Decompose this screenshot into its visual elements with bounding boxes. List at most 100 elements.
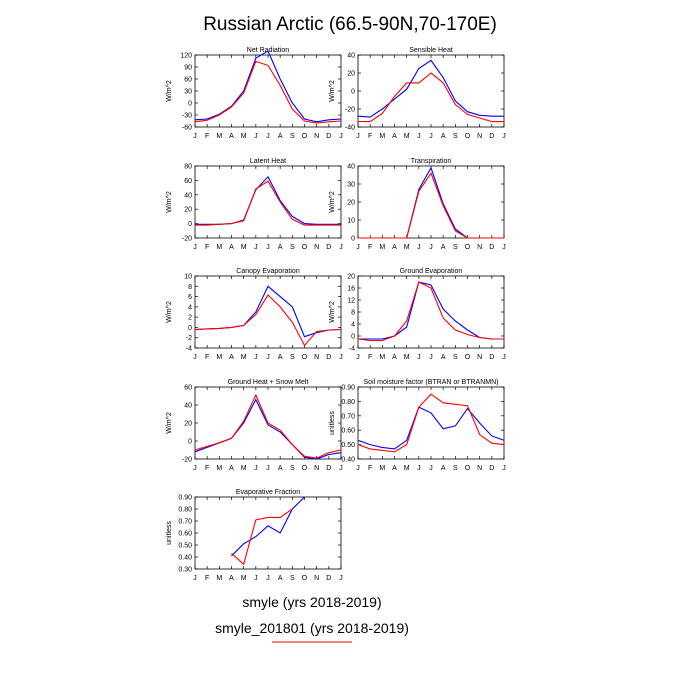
xtick-label: J	[356, 465, 360, 472]
ytick-label: 0.60	[178, 531, 192, 538]
panel-6-ylabel: W/m^2	[329, 301, 336, 323]
xtick-label: A	[441, 354, 446, 361]
xtick-label: A	[229, 354, 234, 361]
xtick-label: A	[392, 244, 397, 251]
panel-9-frame	[194, 496, 342, 570]
xtick-label: M	[404, 354, 410, 361]
xtick-label: J	[502, 133, 506, 140]
ytick-label: 0.90	[178, 495, 192, 502]
xtick-label: D	[489, 244, 494, 251]
panel-2-frame	[357, 54, 505, 128]
ytick-label: 30	[184, 89, 192, 96]
xtick-label: A	[392, 354, 397, 361]
xtick-label: J	[502, 354, 506, 361]
ytick-label: 0.70	[341, 413, 355, 420]
xtick-label: M	[241, 133, 247, 140]
ytick-label: 2	[188, 315, 192, 322]
xtick-label: J	[502, 244, 506, 251]
panel-7-series-2-line	[194, 393, 342, 459]
panel-6-series-1-line	[358, 281, 504, 340]
ytick-label: 20	[347, 274, 355, 281]
ytick-label: 4	[351, 322, 355, 329]
xtick-label: A	[229, 133, 234, 140]
xtick-label: S	[453, 354, 458, 361]
ytick-label: 20	[184, 421, 192, 428]
xtick-label: F	[368, 465, 372, 472]
ytick-label: -60	[182, 125, 192, 132]
panel-9: Evaporative Fraction 0.30 0.40 0.50 0.60 0.70…	[166, 489, 343, 582]
ytick-label: 30	[347, 182, 355, 189]
xtick-label: N	[477, 354, 482, 361]
xtick-label: M	[241, 465, 247, 472]
xtick-label: A	[278, 575, 283, 582]
ytick-label: 10	[347, 218, 355, 225]
xtick-label: M	[216, 133, 222, 140]
xtick-label: O	[465, 244, 471, 251]
xtick-label: J	[254, 354, 258, 361]
ytick-label: 0.70	[178, 519, 192, 526]
ytick-label: 0	[188, 439, 192, 446]
xtick-label: M	[216, 244, 222, 251]
xtick-label: J	[429, 244, 433, 251]
ytick-label: 6	[188, 294, 192, 301]
ytick-label: 0.80	[178, 507, 192, 514]
xtick-label: D	[489, 133, 494, 140]
panel-3-ylabel: W/m^2	[166, 191, 173, 213]
ytick-label: 0	[351, 334, 355, 341]
xtick-label: A	[441, 465, 446, 472]
xtick-label: N	[314, 244, 319, 251]
ytick-label: 0.90	[341, 385, 355, 392]
xtick-label: M	[216, 575, 222, 582]
xtick-label: F	[368, 354, 372, 361]
ytick-label: 4	[188, 304, 192, 311]
xtick-label: O	[302, 465, 308, 472]
xtick-label: J	[356, 244, 360, 251]
panel-2-series-2-line	[358, 72, 504, 123]
panel-5-series-1-line	[194, 285, 342, 338]
xtick-label: N	[477, 133, 482, 140]
panel-5-title: Canopy Evaporation	[236, 268, 300, 275]
xtick-label: F	[205, 354, 209, 361]
panel-3-series-1-line	[195, 175, 341, 225]
xtick-label: N	[477, 465, 482, 472]
xtick-label: M	[216, 354, 222, 361]
panel-4-title: Transpiration	[411, 158, 452, 165]
xtick-label: S	[290, 465, 295, 472]
xtick-label: M	[404, 133, 410, 140]
xtick-label: J	[193, 244, 197, 251]
xtick-label: D	[326, 133, 331, 140]
xtick-label: N	[314, 133, 319, 140]
ytick-label: 120	[180, 53, 192, 60]
xtick-label: M	[404, 465, 410, 472]
panel-8: Soil moisture factor (BTRAN or BTRANMN) 0…	[329, 379, 506, 472]
xtick-label: M	[379, 133, 385, 140]
ytick-label: 8	[188, 284, 192, 291]
xtick-label: N	[314, 354, 319, 361]
panel-7-title: Ground Heat + Snow Melt	[228, 379, 309, 386]
xtick-label: J	[502, 465, 506, 472]
panel-4-series-1-line	[358, 166, 504, 239]
panel-6-title: Ground Evaporation	[400, 268, 463, 275]
panel-9-series-2-line	[231, 508, 293, 566]
ytick-label: 8	[351, 310, 355, 317]
xtick-label: A	[392, 465, 397, 472]
xtick-label: O	[465, 354, 471, 361]
xtick-label: S	[453, 244, 458, 251]
xtick-label: N	[477, 244, 482, 251]
xtick-label: J	[193, 575, 197, 582]
xtick-label: J	[339, 354, 343, 361]
ytick-label: -4	[186, 346, 192, 353]
xtick-label: J	[193, 465, 197, 472]
ytick-label: 20	[347, 200, 355, 207]
ytick-label: -4	[349, 346, 355, 353]
xtick-label: O	[302, 133, 308, 140]
xtick-label: O	[465, 133, 471, 140]
xtick-label: M	[241, 354, 247, 361]
xtick-label: M	[241, 244, 247, 251]
ytick-label: 0	[351, 236, 355, 243]
